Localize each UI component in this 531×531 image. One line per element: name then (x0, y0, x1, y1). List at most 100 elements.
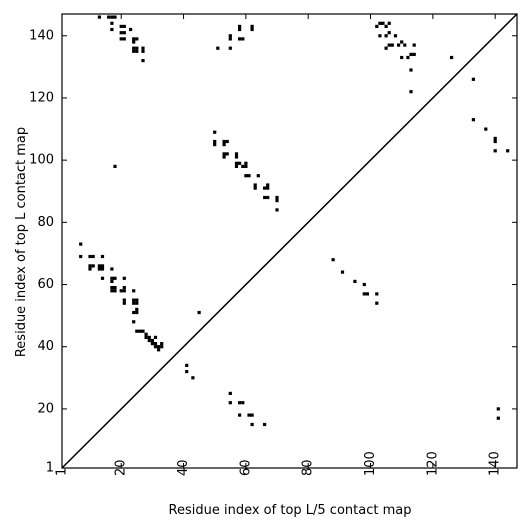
contact-point-lower (250, 422, 254, 427)
y-tick-label: 100 (29, 153, 54, 168)
contact-point-upper (390, 43, 394, 47)
contact-point-lower (263, 195, 267, 200)
contact-point-lower (141, 329, 145, 333)
contact-point-lower (238, 27, 242, 32)
contact-point-upper (409, 52, 413, 56)
contact-point-lower (185, 370, 189, 374)
x-axis-label: Residue index of top L/5 contact map (169, 503, 412, 518)
contact-point-lower (225, 152, 229, 156)
contact-point-lower (132, 320, 136, 324)
contact-point-lower (135, 301, 139, 305)
plot-frame (61, 13, 518, 469)
contact-point-upper (506, 149, 510, 153)
contact-point-lower (144, 332, 148, 336)
x-tick-label: 20 (114, 459, 129, 476)
contact-point-lower (113, 15, 117, 19)
contact-point-lower (150, 338, 154, 343)
contact-point-lower (250, 413, 254, 417)
contact-point-lower (275, 195, 279, 200)
contact-point-lower (141, 46, 145, 50)
contact-point-lower (157, 345, 161, 349)
contact-point-upper (375, 301, 379, 305)
contact-point-lower (132, 46, 136, 50)
contact-point-lower (266, 183, 270, 187)
contact-point-upper (365, 292, 369, 296)
contact-point-lower (110, 15, 114, 19)
contact-point-upper (378, 21, 382, 25)
y-tick-label: 140 (29, 28, 54, 43)
contact-point-lower (97, 264, 101, 268)
contact-point-lower (135, 37, 139, 41)
points-layer (79, 15, 510, 427)
contact-point-lower (88, 267, 92, 271)
contact-point-lower (119, 37, 123, 41)
contact-point-lower (222, 143, 226, 147)
contact-point-lower (147, 335, 151, 339)
contact-point-upper (484, 127, 488, 131)
contact-point-lower (234, 164, 239, 168)
contact-point-lower (100, 264, 105, 268)
contact-point-lower (132, 298, 136, 302)
contact-point-lower (241, 401, 245, 405)
contact-point-upper (362, 282, 366, 287)
contact-point-lower (147, 338, 151, 343)
contact-point-upper (471, 118, 475, 122)
contact-point-upper (450, 55, 454, 60)
contact-point-lower (113, 164, 117, 168)
x-tick-label: 140 (488, 451, 503, 476)
y-tick-label: 1 (46, 461, 54, 476)
contact-point-lower (79, 242, 83, 246)
contact-point-upper (493, 139, 497, 144)
contact-point-lower (234, 161, 239, 165)
contact-point-lower (244, 164, 248, 168)
contact-point-upper (493, 136, 497, 140)
contact-point-lower (122, 37, 126, 41)
contact-point-upper (496, 407, 500, 411)
contact-point-lower (238, 413, 242, 417)
contact-point-upper (496, 416, 500, 420)
contact-point-lower (141, 59, 145, 63)
contact-point-lower (263, 186, 267, 190)
contact-point-lower (110, 289, 114, 293)
contact-point-lower (228, 401, 232, 405)
contact-point-lower (222, 139, 226, 144)
contact-point-lower (275, 208, 279, 212)
contact-point-lower (160, 345, 164, 349)
x-tick-label: 40 (176, 459, 191, 476)
contact-point-lower (141, 49, 145, 53)
contact-point-lower (91, 254, 95, 259)
contact-point-upper (331, 258, 335, 262)
contact-point-lower (132, 40, 136, 44)
contact-point-lower (247, 174, 251, 178)
contact-point-lower (144, 335, 148, 339)
contact-point-upper (384, 24, 388, 28)
contact-point-lower (244, 174, 248, 178)
contact-point-upper (384, 46, 388, 50)
y-tick-label: 80 (37, 215, 54, 230)
contact-point-upper (375, 24, 379, 28)
contact-point-lower (238, 401, 242, 405)
contact-point-lower (88, 254, 92, 259)
y-tick-label: 20 (37, 401, 54, 416)
contact-point-lower (113, 276, 117, 280)
contact-point-lower (100, 276, 105, 280)
contact-point-lower (132, 289, 136, 293)
contact-point-lower (138, 329, 142, 333)
contact-point-upper (393, 34, 398, 38)
contact-point-lower (241, 37, 245, 41)
x-tick-label: 120 (425, 451, 440, 476)
contact-point-lower (263, 422, 267, 427)
contact-point-lower (107, 15, 111, 19)
contact-point-lower (228, 46, 232, 50)
contact-point-lower (250, 27, 254, 32)
contact-point-lower (266, 195, 270, 200)
contact-point-lower (228, 34, 232, 38)
contact-point-lower (100, 267, 105, 271)
contact-point-lower (135, 298, 139, 302)
contact-point-lower (132, 301, 136, 305)
contact-point-lower (132, 49, 136, 53)
contact-point-lower (197, 310, 201, 315)
contact-point-lower (153, 342, 158, 346)
contact-point-lower (135, 329, 139, 333)
